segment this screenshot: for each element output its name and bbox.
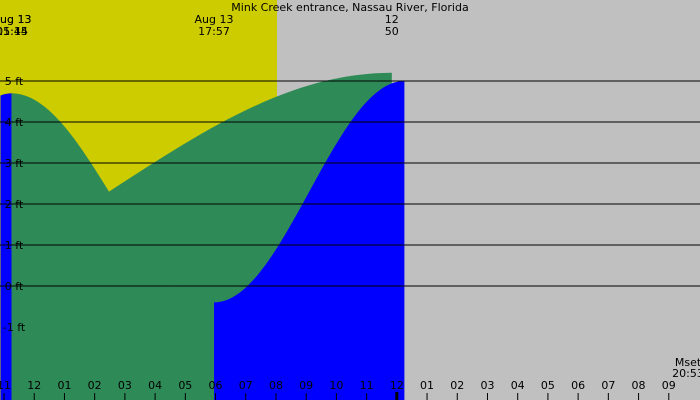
extreme-date-label: Aug 13 bbox=[0, 13, 31, 26]
y-tick-label: 3 ft bbox=[5, 157, 24, 170]
y-tick-label: 5 ft bbox=[5, 75, 24, 88]
extreme-time-label: 50 bbox=[385, 25, 399, 38]
hour-tick-label: 05 bbox=[178, 379, 192, 392]
hour-tick-label: 06 bbox=[209, 379, 223, 392]
extreme-time-label: 11:15 bbox=[0, 25, 28, 38]
gridlines bbox=[0, 80, 700, 287]
hour-tick-label: 11 bbox=[0, 379, 11, 392]
hour-tick-label: 06 bbox=[571, 379, 585, 392]
y-tick-label: 1 ft bbox=[5, 239, 24, 252]
y-tick-label: -1 ft bbox=[3, 321, 26, 334]
extreme-time-label: 17:57 bbox=[198, 25, 230, 38]
y-tick-label: 2 ft bbox=[5, 198, 24, 211]
hour-tick-label: 04 bbox=[148, 379, 162, 392]
extreme-time-label: 05:44 bbox=[0, 25, 28, 38]
hour-tick-label: 08 bbox=[632, 379, 646, 392]
hour-tick-label: 02 bbox=[88, 379, 102, 392]
hour-tick-label: 11 bbox=[360, 379, 374, 392]
rising-tide-area bbox=[214, 81, 405, 400]
falling-tide-area bbox=[11, 93, 215, 400]
hour-tick-label: 08 bbox=[269, 379, 283, 392]
hour-tick-label: 09 bbox=[299, 379, 313, 392]
extreme-date-label: Aug 13 bbox=[195, 13, 234, 26]
hour-tick-label: 12 bbox=[27, 379, 41, 392]
moon-markers: Mrise07:44Mset20:53 bbox=[672, 356, 700, 380]
rising-tide-area bbox=[0, 93, 12, 400]
y-tick-label: 0 ft bbox=[5, 280, 24, 293]
chart-title: Mink Creek entrance, Nassau River, Flori… bbox=[231, 1, 468, 14]
y-axis-labels: 5 ft 4 ft 3 ft 2 ft 1 ft 0 ft -1 ft bbox=[3, 75, 26, 334]
hour-tick-label: 04 bbox=[511, 379, 525, 392]
hour-tick-label: 02 bbox=[450, 379, 464, 392]
hour-tick-label: 09 bbox=[662, 379, 676, 392]
y-tick-label: 4 ft bbox=[5, 116, 24, 129]
hour-tick-label: 03 bbox=[118, 379, 132, 392]
extreme-date-label: 12 bbox=[385, 13, 399, 26]
moonset-label: Mset bbox=[675, 356, 700, 369]
hour-tick-label: 01 bbox=[420, 379, 434, 392]
extreme-date-label: Aug 13 bbox=[0, 13, 31, 26]
hour-tick-label: 12 bbox=[390, 379, 404, 392]
hour-tick-label: 01 bbox=[57, 379, 71, 392]
hour-tick-label: 10 bbox=[329, 379, 343, 392]
hour-axis: 11 12 01 02 03 04 05 06 07 08 09 10 11 12 01 02 03 04 05 06… bbox=[0, 379, 676, 400]
hour-tick-label: 07 bbox=[239, 379, 253, 392]
moonset-time: 20:53 bbox=[672, 367, 700, 380]
tide-areas bbox=[0, 72, 405, 400]
hour-tick-label: 07 bbox=[601, 379, 615, 392]
hour-tick-label: 05 bbox=[541, 379, 555, 392]
hour-tick-label: 03 bbox=[480, 379, 494, 392]
